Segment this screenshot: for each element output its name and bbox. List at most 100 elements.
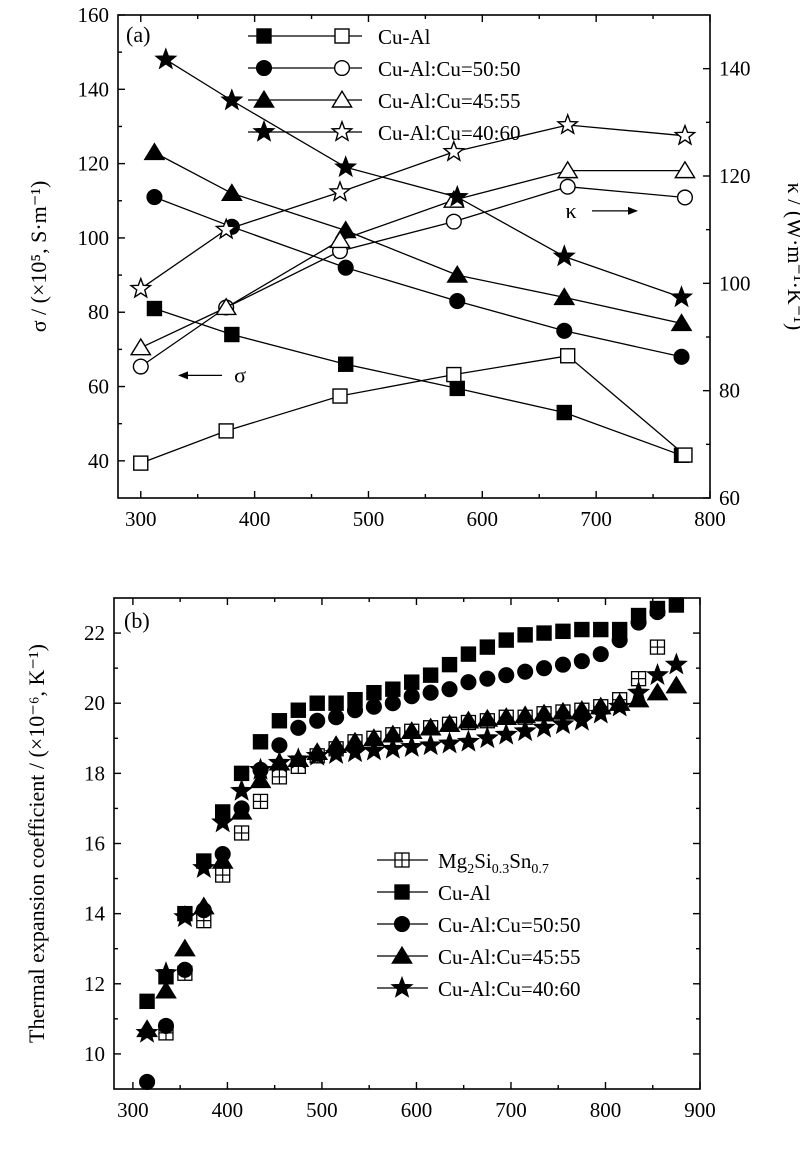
data-point-b: [649, 603, 666, 621]
data-point-b: [135, 1020, 159, 1043]
legend-marker-filled-a: [256, 28, 272, 44]
data-point-b: [366, 684, 382, 701]
series-line-a: [165, 59, 682, 299]
data-point-a: [146, 189, 163, 206]
data-point-b: [252, 793, 269, 810]
data-point-b: [248, 757, 273, 780]
data-point-a: [446, 366, 462, 383]
data-point-b: [574, 621, 590, 638]
data-point-a: [132, 358, 149, 375]
data-point-b: [324, 741, 348, 764]
data-point-b: [328, 709, 345, 726]
x-tick-label-a: 600: [467, 507, 499, 531]
legend-marker-open-a: [331, 89, 353, 108]
data-point-b: [460, 674, 477, 691]
data-point-b: [192, 855, 216, 878]
legend-marker-open-a: [333, 59, 351, 77]
series-line-a: [140, 124, 686, 290]
x-tick-label-b: 700: [495, 1098, 527, 1122]
data-point-b: [589, 701, 613, 724]
x-tick-label-b: 600: [401, 1098, 433, 1122]
data-point-a: [332, 388, 348, 404]
data-point-b: [211, 810, 235, 833]
x-tick-label-a: 500: [353, 507, 385, 531]
data-point-b: [362, 738, 386, 761]
data-point-b: [441, 656, 458, 673]
data-point-a: [449, 293, 466, 310]
data-point-a: [670, 313, 693, 332]
data-point-b: [309, 695, 325, 711]
data-point-b: [176, 961, 193, 978]
data-point-b: [438, 731, 462, 754]
data-point-b: [233, 825, 250, 841]
data-point-b: [403, 688, 420, 705]
data-point-b: [343, 740, 367, 763]
data-point-b: [385, 681, 401, 697]
y-tick-label-b: 18: [84, 761, 105, 785]
data-point-b: [457, 710, 480, 729]
y-left-tick-label-a: 160: [78, 3, 110, 27]
series-line-a: [140, 169, 685, 349]
data-point-a: [445, 213, 462, 230]
data-point-b: [649, 639, 666, 655]
data-point-b: [460, 646, 477, 662]
x-tick-label-b: 900: [684, 1098, 716, 1122]
data-point-b: [517, 663, 534, 680]
y-right-tick-label-a: 140: [719, 57, 751, 81]
data-point-b: [479, 639, 496, 655]
data-point-a: [446, 264, 469, 283]
data-point-a: [146, 300, 163, 317]
x-tick-label-b: 400: [212, 1098, 244, 1122]
data-point-a: [556, 404, 572, 421]
data-point-b: [475, 726, 499, 749]
data-point-b: [139, 993, 155, 1010]
kappa-arrow-head: [628, 206, 638, 215]
data-point-a: [129, 276, 153, 299]
legend-marker-b: [391, 945, 413, 964]
data-point-b: [249, 770, 272, 789]
data-point-b: [627, 680, 651, 703]
data-point-b: [664, 652, 688, 675]
y-left-tick-label-a: 60: [88, 375, 109, 399]
data-point-a: [552, 244, 576, 267]
y-tick-label-b: 20: [84, 691, 105, 715]
data-point-b: [286, 747, 310, 770]
sigma-annotation: σ: [234, 362, 246, 387]
data-point-b: [271, 713, 288, 729]
data-point-b: [154, 961, 178, 984]
data-point-b: [593, 621, 609, 638]
y-left-tick-label-a: 80: [88, 300, 109, 324]
x-tick-label-b: 300: [117, 1098, 149, 1122]
data-point-b: [422, 667, 439, 683]
legend-label-a: Cu-Al: [378, 25, 431, 49]
data-point-b: [513, 719, 537, 742]
data-point-b: [384, 695, 401, 712]
data-point-b: [267, 750, 291, 773]
legend-label-b: Cu-Al: [438, 881, 491, 905]
data-point-b: [517, 627, 533, 643]
data-point-b: [608, 694, 632, 717]
panel-label-b: (b): [124, 608, 150, 633]
data-point-a: [337, 356, 354, 372]
data-point-a: [677, 447, 693, 463]
data-point-b: [419, 733, 443, 756]
data-point-b: [573, 653, 590, 670]
x-tick-label-a: 300: [125, 507, 157, 531]
data-point-b: [365, 698, 382, 715]
data-point-a: [553, 287, 576, 306]
data-point-b: [252, 734, 269, 750]
plot-frame-b: [113, 597, 701, 1090]
data-point-b: [328, 695, 344, 711]
data-point-a: [220, 88, 244, 111]
x-tick-label-b: 500: [306, 1098, 338, 1122]
data-point-b: [494, 722, 518, 745]
data-point-a: [337, 259, 354, 276]
data-point-a: [673, 348, 690, 365]
legend-label-a: Cu-Al:Cu=45:55: [378, 89, 521, 113]
data-point-a: [129, 337, 152, 356]
data-point-a: [334, 155, 358, 178]
data-point-a: [215, 297, 238, 316]
series-line-a: [154, 151, 682, 325]
data-point-b: [456, 729, 480, 752]
data-point-b: [555, 623, 571, 640]
